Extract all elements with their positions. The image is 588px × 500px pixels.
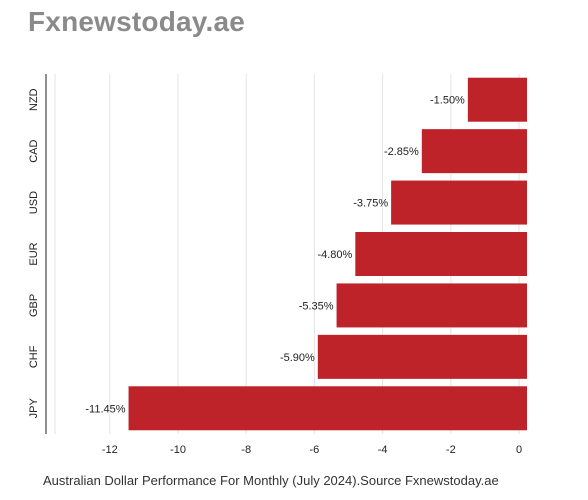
category-labels: NZD CAD USD EUR GBP CHF JPY (28, 88, 40, 418)
bar-chf (317, 334, 527, 379)
x-tick-label: -12 (102, 444, 118, 456)
category-label-eur: EUR (28, 242, 40, 265)
value-labels: -1.50% -2.85% -3.75% -4.80% -5.35% -5.90% -11.… (85, 95, 465, 416)
value-label-eur: -4.80% (317, 249, 352, 261)
bar-jpy (128, 386, 527, 431)
value-label-jpy: -11.45% (85, 403, 125, 415)
x-tick-label: -4 (378, 444, 388, 456)
bar-gbp (336, 283, 527, 328)
category-label-jpy: JPY (28, 398, 40, 419)
value-label-usd: -3.75% (353, 198, 388, 210)
value-label-chf: -5.90% (280, 352, 315, 364)
bar-cad (421, 129, 527, 174)
category-label-chf: CHF (28, 345, 40, 368)
category-label-nzd: NZD (28, 88, 40, 111)
x-tick-label: 0 (516, 444, 522, 456)
x-tick-labels: -12 -10 -8 -6 -4 -2 0 (102, 444, 522, 456)
bars (128, 77, 527, 431)
category-label-cad: CAD (28, 139, 40, 162)
x-tick-label: -6 (310, 444, 320, 456)
brand-logo: Fxnewstoday.ae (28, 6, 246, 37)
category-label-usd: USD (28, 191, 40, 214)
chart-caption: Australian Dollar Performance For Monthl… (43, 473, 499, 488)
x-tick-label: -2 (446, 444, 456, 456)
category-label-gbp: GBP (28, 294, 40, 317)
value-label-nzd: -1.50% (430, 95, 465, 107)
value-label-gbp: -5.35% (299, 300, 334, 312)
value-label-cad: -2.85% (384, 146, 419, 158)
bar-eur (355, 232, 527, 276)
x-tick-label: -10 (170, 444, 186, 456)
bar-usd (391, 180, 527, 225)
x-tick-label: -8 (241, 444, 251, 456)
bar-nzd (467, 77, 527, 122)
